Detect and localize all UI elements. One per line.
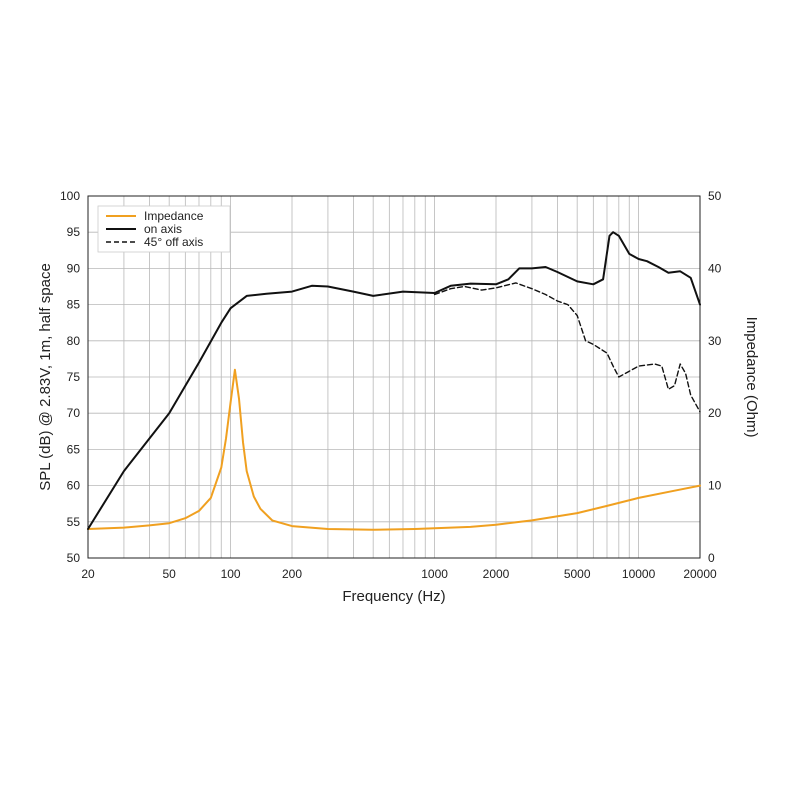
y-left-tick-label: 90 — [67, 261, 81, 275]
series-line-impedance — [87, 368, 701, 531]
x-tick-label: 2000 — [483, 567, 510, 581]
y-left-tick-label: 60 — [67, 479, 81, 493]
plot-frame — [87, 195, 701, 559]
y-axis-right-label: Impedance (Ohm) — [743, 317, 760, 438]
y-left-tick-label: 75 — [67, 370, 81, 384]
y-right-tick-label: 50 — [708, 189, 722, 203]
tick-labels: 20 50 100 200 1000 2000 5000 10000 2000050556065… — [60, 189, 722, 581]
y-right-tick-label: 20 — [708, 406, 722, 420]
series-layer — [87, 231, 701, 531]
y-left-tick-label: 100 — [60, 189, 80, 203]
x-tick-label: 20 — [81, 567, 95, 581]
y-left-tick-label: 95 — [67, 225, 81, 239]
y-right-tick-label: 0 — [708, 551, 715, 565]
x-tick-label: 10000 — [622, 567, 656, 581]
y-right-tick-label: 40 — [708, 261, 722, 275]
y-left-tick-label: 80 — [67, 334, 81, 348]
y-right-tick-label: 10 — [708, 479, 722, 493]
x-tick-label: 5000 — [564, 567, 591, 581]
y-right-tick-label: 30 — [708, 334, 722, 348]
series-line-45-off-axis — [433, 282, 701, 413]
y-axis-left-label: SPL (dB) @ 2.83V, 1m, half space — [37, 263, 54, 491]
y-left-tick-label: 55 — [67, 515, 81, 529]
legend-label: 45° off axis — [144, 235, 203, 249]
grid — [88, 196, 700, 558]
legend-label: on axis — [144, 222, 182, 236]
x-axis-label: Frequency (Hz) — [342, 588, 445, 605]
y-left-tick-label: 50 — [67, 551, 81, 565]
y-left-tick-label: 85 — [67, 298, 81, 312]
y-left-tick-label: 65 — [67, 442, 81, 456]
x-tick-label: 100 — [221, 567, 241, 581]
x-tick-label: 20000 — [683, 567, 717, 581]
x-tick-label: 200 — [282, 567, 302, 581]
x-tick-label: 1000 — [421, 567, 448, 581]
series-line-on-axis — [87, 231, 701, 530]
x-tick-label: 50 — [163, 567, 177, 581]
y-left-tick-label: 70 — [67, 406, 81, 420]
legend-label: Impedance — [144, 209, 204, 223]
